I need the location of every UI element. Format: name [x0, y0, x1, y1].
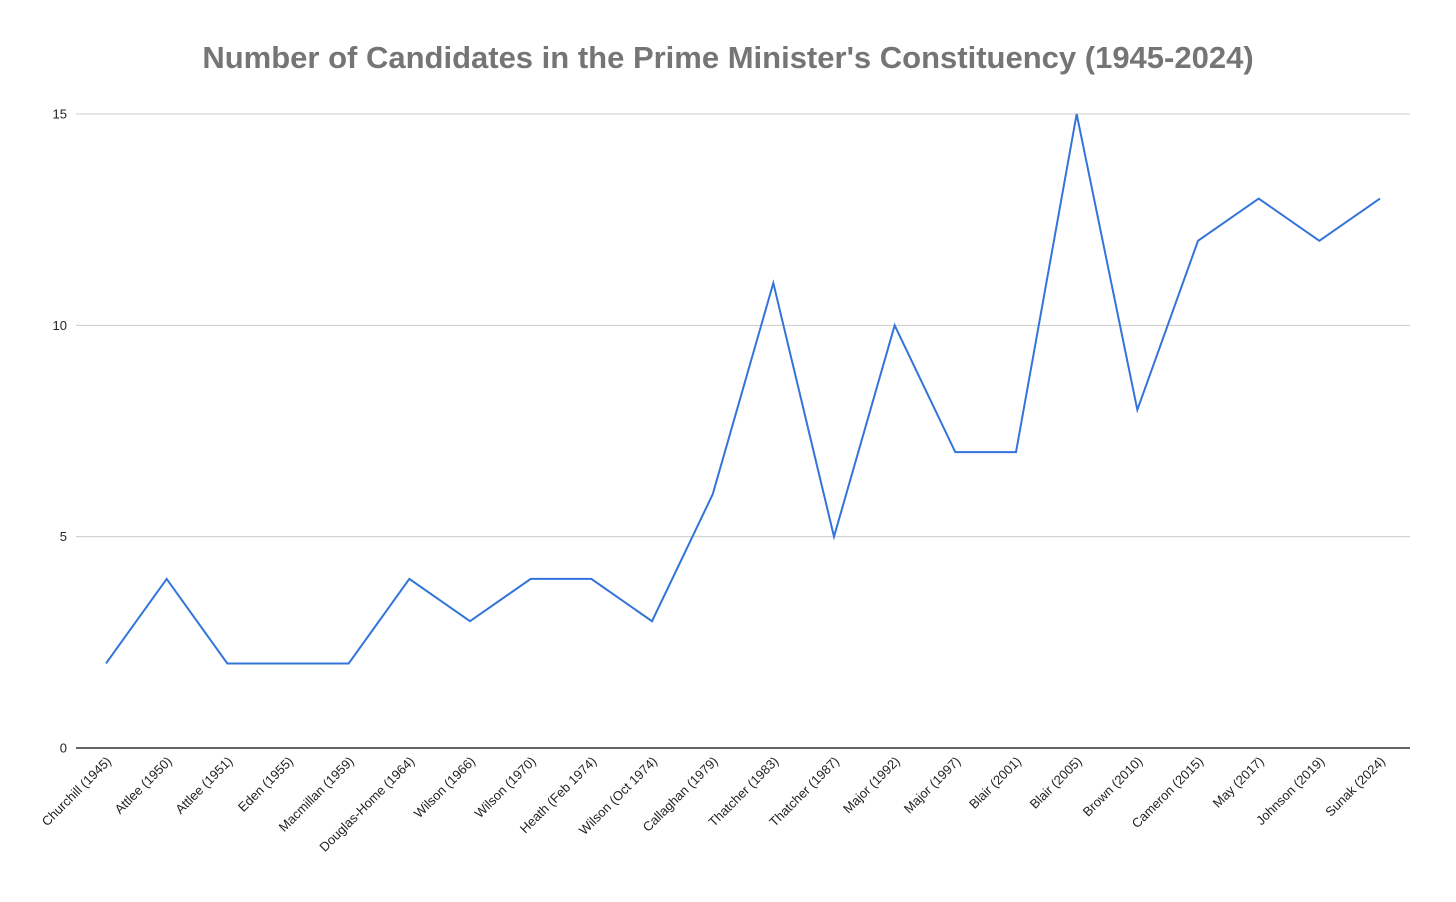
data-point [770, 280, 776, 286]
data-point [831, 534, 837, 540]
data-point [710, 491, 716, 497]
data-point [892, 322, 898, 328]
y-tick-label: 15 [53, 107, 67, 122]
x-tick-label: May (2017) [1210, 754, 1267, 811]
data-point [164, 576, 170, 582]
data-point [103, 660, 109, 666]
x-tick-label: Major (1992) [840, 754, 903, 817]
y-tick-label: 0 [60, 741, 67, 756]
data-point [224, 660, 230, 666]
data-point [528, 576, 534, 582]
x-tick-label: Sunak (2024) [1322, 754, 1388, 820]
x-tick-label: Churchill (1945) [39, 754, 114, 829]
x-tick-label: Wilson (1970) [471, 754, 538, 821]
data-point [406, 576, 412, 582]
x-tick-label: Blair (2001) [966, 754, 1024, 812]
data-point [588, 576, 594, 582]
data-point [1256, 196, 1262, 202]
data-point [952, 449, 958, 455]
chart-title: Number of Candidates in the Prime Minist… [202, 40, 1254, 75]
data-point [1134, 407, 1140, 413]
x-tick-label: Attlee (1951) [172, 754, 235, 817]
y-tick-label: 5 [60, 529, 67, 544]
series-layer [103, 111, 1383, 666]
data-point [467, 618, 473, 624]
data-point [346, 660, 352, 666]
x-tick-label: Wilson (1966) [411, 754, 478, 821]
x-tick-label: Brown (2010) [1080, 754, 1146, 820]
x-axis-ticks: Churchill (1945)Attlee (1950)Attlee (195… [39, 754, 1388, 855]
x-tick-label: Blair (2005) [1027, 754, 1085, 812]
series-line-0 [105, 113, 1381, 665]
x-tick-label: Major (1997) [901, 754, 964, 817]
y-axis-ticks: 0 5 10 15 [53, 107, 67, 756]
data-point [1013, 449, 1019, 455]
data-point [1316, 238, 1322, 244]
data-point [649, 618, 655, 624]
gridlines [76, 113, 1410, 538]
data-point [1195, 238, 1201, 244]
data-point [1377, 196, 1383, 202]
x-tick-label: Attlee (1950) [112, 754, 175, 817]
y-tick-label: 10 [53, 318, 67, 333]
x-tick-label: Eden (1955) [235, 754, 296, 815]
data-point [285, 660, 291, 666]
data-point [1074, 111, 1080, 117]
